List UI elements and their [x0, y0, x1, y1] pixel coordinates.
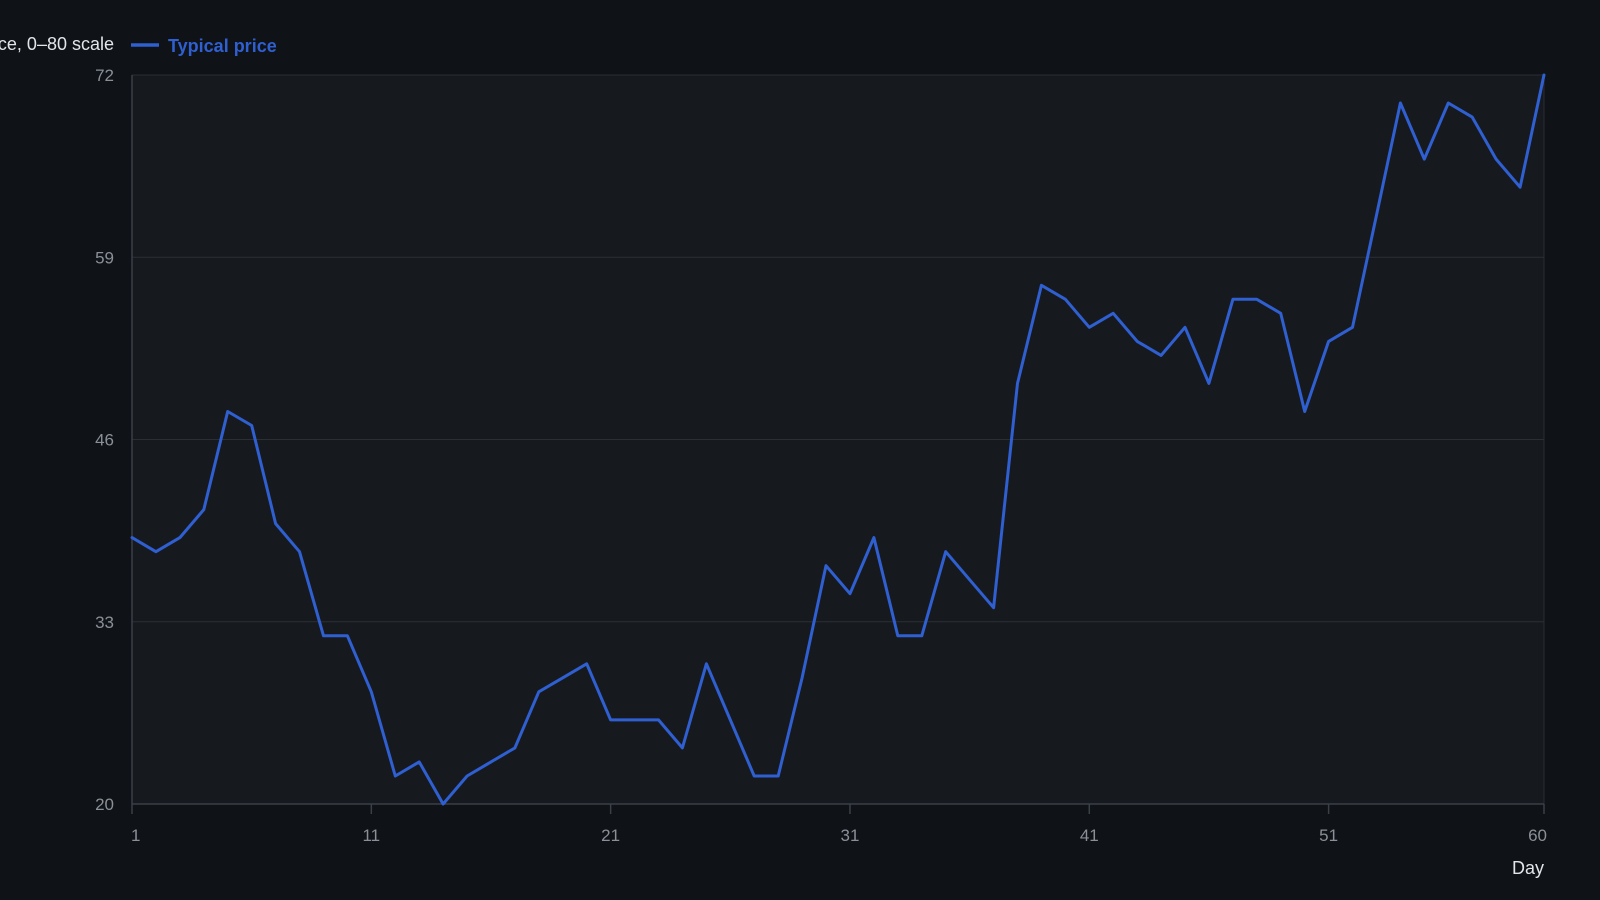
y-tick-label-33: 33	[95, 613, 114, 632]
x-tick-label-51: 51	[1319, 826, 1338, 845]
series-layer	[130, 73, 1546, 806]
x-tick-label-1: 1	[131, 826, 140, 845]
legend-label-typical-price: Typical price	[168, 36, 277, 56]
x-tick-label-21: 21	[601, 826, 620, 845]
y-tick-label-72: 72	[95, 66, 114, 85]
x-tick-label-11: 11	[362, 826, 380, 845]
grid-lines	[132, 74, 1545, 804]
legend: Price, 0–80 scale Typical price	[0, 34, 277, 56]
x-tick-label-60: 60	[1528, 826, 1547, 845]
y-tick-label-59: 59	[95, 248, 114, 267]
y-tick-label-46: 46	[95, 431, 114, 450]
y-tick-label-20: 20	[95, 795, 114, 814]
y-axis-label: Price, 0–80 scale	[0, 34, 114, 54]
x-tick-label-41: 41	[1080, 826, 1099, 845]
series-line-typical-price	[130, 73, 1546, 806]
x-tick-label-31: 31	[841, 826, 860, 845]
x-axis-label: Day	[1512, 858, 1544, 878]
